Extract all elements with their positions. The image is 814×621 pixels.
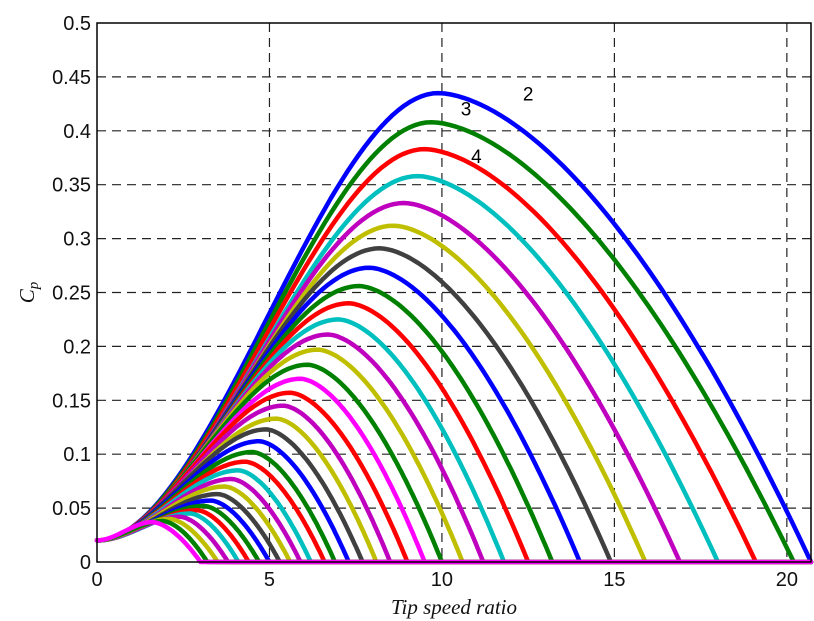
y-tick-label: 0.45: [52, 67, 91, 89]
x-tick-label: 0: [91, 569, 102, 591]
y-tick-label: 0.35: [52, 175, 91, 197]
series-lines: [94, 90, 814, 565]
x-tick-label: 20: [776, 569, 798, 591]
curve-annotation: 2: [523, 85, 534, 106]
y-tick-label: 0.3: [63, 229, 91, 251]
x-tick-label: 5: [264, 569, 275, 591]
y-tick-label: 0.15: [52, 390, 91, 412]
y-tick-label: 0.4: [63, 121, 91, 143]
x-axis-label: Tip speed ratio: [391, 595, 517, 619]
curve-annotation: 3: [461, 100, 472, 121]
y-axis-label: Cp: [15, 281, 42, 303]
curve-annotation: 4: [471, 147, 482, 168]
x-tick-label: 15: [603, 569, 625, 591]
cp-curve-34: [94, 519, 814, 565]
y-tick-label: 0.5: [63, 13, 91, 35]
x-tick-label: 10: [431, 569, 453, 591]
tick-labels: 0 5 10 15 20 0 0.05 0.1 0.15 0.2 0.25 0.3 0.35 0.4 0.4…: [52, 13, 798, 591]
y-tick-label: 0.2: [63, 336, 91, 358]
y-tick-label: 0: [80, 552, 91, 574]
y-tick-label: 0.25: [52, 283, 91, 305]
curve-annotations: 2 3 4: [461, 85, 534, 169]
plot-frame: [96, 22, 812, 563]
y-tick-label: 0.05: [52, 498, 91, 520]
y-tick-label: 0.1: [63, 444, 91, 466]
